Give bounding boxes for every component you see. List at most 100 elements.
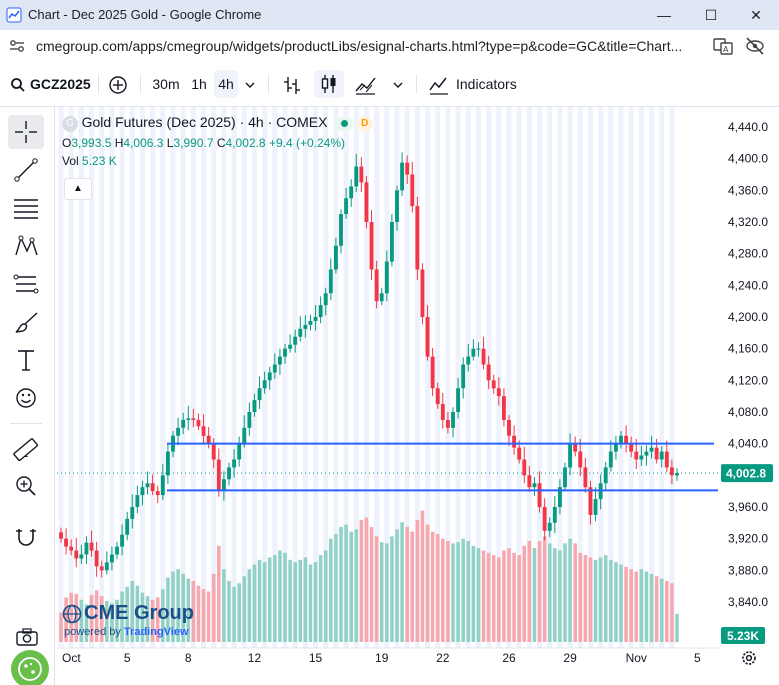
symbol-search-button[interactable]: GCZ2025 (30, 76, 91, 92)
crosshair-tool-button[interactable] (8, 115, 44, 149)
candle (277, 356, 282, 365)
candle (435, 388, 440, 405)
compare-add-icon[interactable] (108, 75, 128, 95)
candle (613, 443, 618, 452)
candle (532, 483, 537, 488)
svg-text:A: A (723, 45, 729, 54)
y-tick-label: 4,240.0 (728, 278, 768, 292)
forecast-tool-button[interactable] (8, 267, 44, 301)
session-band (598, 107, 604, 648)
x-tick-label: 8 (185, 651, 192, 665)
candle (659, 451, 664, 460)
bars-style-icon[interactable] (282, 74, 302, 96)
indicators-icon[interactable] (428, 74, 450, 96)
candle (415, 206, 420, 270)
axis-settings-icon[interactable] (742, 651, 756, 665)
tradingview-brand[interactable]: TradingView (123, 626, 189, 638)
session-band (425, 107, 431, 648)
eye-off-icon[interactable] (744, 36, 766, 56)
session-band (506, 107, 512, 648)
text-tool-button[interactable] (8, 343, 44, 377)
volume-bar (379, 542, 384, 642)
collapse-legend-button[interactable]: ▲ (64, 178, 92, 200)
candle (389, 222, 394, 262)
candle (283, 348, 287, 357)
session-band (58, 107, 64, 648)
candle (619, 435, 623, 444)
interval-30m-button[interactable]: 30m (152, 76, 180, 92)
close-label: C (216, 136, 226, 150)
candle (191, 418, 196, 420)
volume-bar (670, 583, 674, 642)
translate-icon[interactable]: A (712, 36, 734, 56)
session-band (170, 107, 176, 648)
trendline-tool-button[interactable] (8, 153, 44, 187)
maximize-button[interactable]: ☐ (704, 7, 718, 23)
volume-bar (553, 548, 557, 642)
volume-bar (497, 557, 501, 642)
pattern-tool-button[interactable] (8, 229, 44, 263)
volume-bar (603, 555, 608, 642)
volume-bar (644, 571, 649, 642)
emoji-tool-button[interactable] (8, 381, 44, 415)
volume-bar (456, 542, 460, 642)
area-style-icon[interactable] (354, 74, 378, 96)
minimize-button[interactable]: — (657, 7, 671, 23)
candle (135, 495, 140, 507)
url-field[interactable]: cmegroup.com/apps/cmegroup/widgets/produ… (36, 38, 683, 54)
session-band (649, 107, 655, 648)
volume-bar (547, 543, 552, 642)
site-info-icon[interactable] (8, 38, 26, 54)
volume-bar (522, 545, 527, 642)
search-icon[interactable] (10, 77, 26, 93)
brush-icon (15, 312, 38, 333)
interval-4h-button[interactable]: 4h (214, 70, 238, 98)
x-tick-label: 5 (124, 651, 131, 665)
x-tick-label: 29 (563, 651, 577, 665)
zoom-tool-button[interactable] (8, 469, 44, 503)
candle (512, 435, 517, 448)
candle (624, 435, 629, 444)
drawing-toolbar (0, 107, 55, 685)
x-tick-label: 19 (375, 651, 389, 665)
brush-tool-button[interactable] (8, 305, 44, 339)
volume-bar (532, 548, 537, 642)
indicators-button[interactable]: Indicators (456, 76, 517, 92)
close-window-button[interactable]: ✕ (750, 7, 762, 23)
candle (522, 459, 527, 476)
candle (563, 467, 567, 488)
volume-bar (217, 545, 221, 642)
candle (425, 317, 430, 357)
fib-tool-button[interactable] (8, 191, 44, 225)
candle (507, 419, 511, 436)
volume-bar (573, 543, 577, 642)
chart-favicon-icon (6, 7, 22, 23)
candles-style-button[interactable] (314, 70, 344, 98)
session-band (435, 107, 441, 648)
candle (333, 245, 338, 270)
volume-bar (323, 550, 328, 642)
window-title: Chart - Dec 2025 Gold - Google Chrome (28, 7, 262, 22)
volume-bar (512, 552, 516, 642)
cookie-settings-icon[interactable] (6, 645, 54, 685)
camera-icon[interactable] (14, 626, 40, 648)
delayed-data-badge[interactable]: D (356, 115, 373, 132)
volume-bar (410, 531, 415, 642)
volume-bar (257, 559, 262, 642)
chart-style-dropdown-chevron-icon[interactable] (392, 80, 404, 90)
interval-dropdown-chevron-icon[interactable] (244, 80, 256, 90)
legend-title: Gold Futures (Dec 2025) · 4h · COMEX (81, 114, 328, 130)
session-band (659, 107, 665, 648)
interval-1h-button[interactable]: 1h (191, 76, 207, 92)
measure-tool-button[interactable] (8, 433, 44, 467)
candle (547, 522, 552, 531)
session-band (516, 107, 522, 648)
magnet-tool-button[interactable] (8, 519, 44, 553)
candle (84, 542, 89, 555)
candle (232, 459, 237, 468)
x-tick-label: Nov (626, 651, 647, 665)
session-band (180, 107, 186, 648)
candle (257, 388, 262, 401)
candle (501, 396, 506, 420)
session-band (486, 107, 492, 648)
